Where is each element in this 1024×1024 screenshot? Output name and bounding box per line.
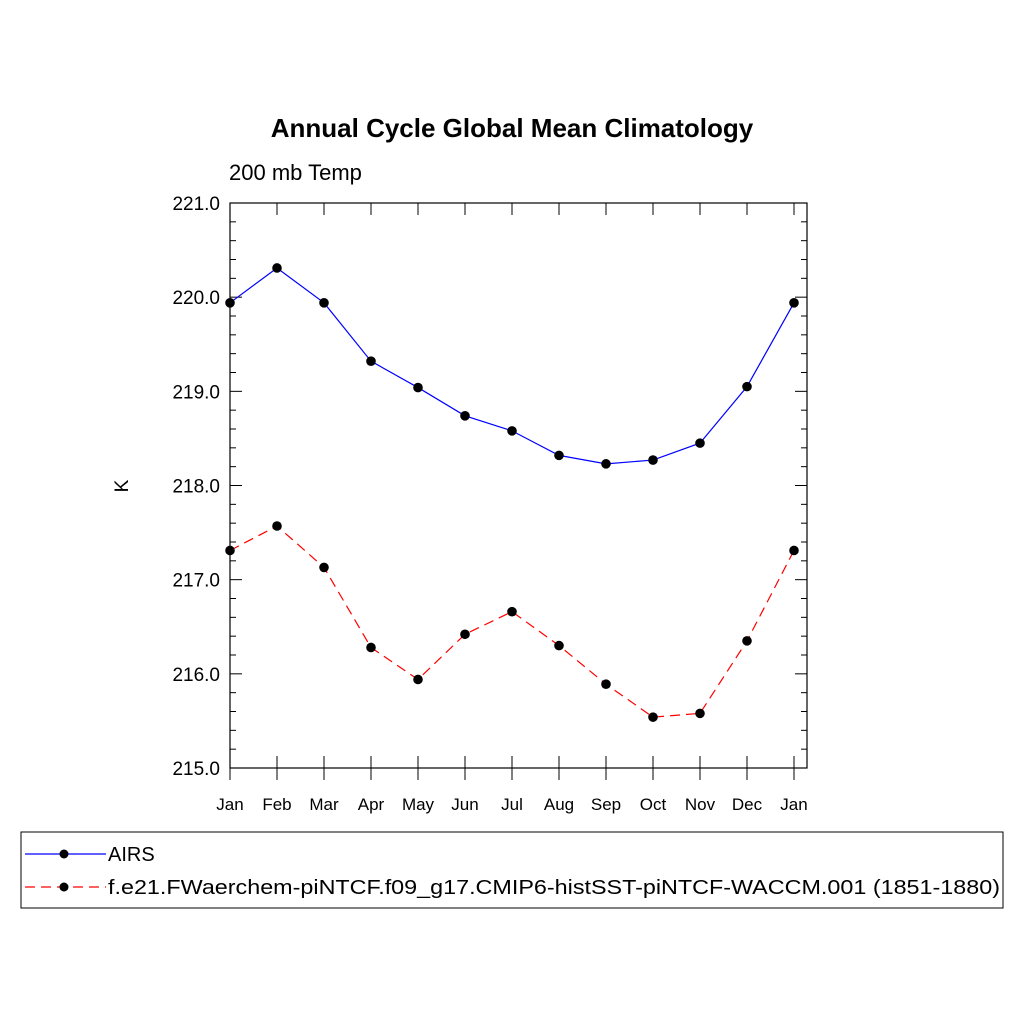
x-tick-label: Aug	[544, 795, 574, 814]
x-tick-label: Dec	[732, 795, 763, 814]
x-tick-label: Jan	[780, 795, 807, 814]
x-tick-label: Nov	[685, 795, 716, 814]
series-1-point	[742, 636, 752, 646]
series-1-point	[695, 708, 705, 719]
x-tick-label: Jan	[216, 795, 243, 814]
series-1-point	[413, 674, 423, 685]
series-1-point	[601, 679, 611, 689]
series-0-point	[272, 263, 282, 273]
x-tick-label: Feb	[262, 795, 291, 814]
plot-area: 215.0 216.0 217.0 218.0 219.0 220.0 221.0 Jan Fe…	[172, 194, 807, 814]
chart-title: Annual Cycle Global Mean Climatology	[271, 113, 754, 143]
series-1-point	[460, 629, 470, 640]
series-1-point	[272, 521, 282, 531]
series-1-point	[319, 562, 329, 573]
series-0-point	[601, 459, 611, 469]
series-0-point	[319, 298, 329, 308]
y-tick-label: 219.0	[172, 382, 220, 403]
series-0-point	[507, 426, 517, 436]
series-1-point	[554, 640, 564, 651]
series-1-point	[789, 545, 799, 556]
y-tick-label: 221.0	[172, 194, 220, 215]
x-tick-label: Jun	[451, 795, 478, 814]
x-tick-label: Jul	[501, 795, 523, 814]
y-axis-label: K	[112, 479, 133, 492]
series-1-point	[507, 606, 517, 617]
x-tick-label: May	[402, 795, 435, 814]
x-tick-label: Sep	[591, 795, 621, 814]
legend-label-airs: AIRS	[108, 844, 155, 866]
y-tick-label: 217.0	[172, 571, 220, 592]
y-tick-label: 220.0	[172, 288, 220, 309]
legend-marker-airs	[59, 849, 69, 859]
y-tick-label: 216.0	[172, 665, 220, 686]
series-0-point	[695, 438, 705, 448]
series-line-1	[229, 525, 795, 718]
legend: AIRS f.e21.FWaerchem-piNTCF.f09_g17.CMIP…	[20, 831, 1004, 909]
x-tick-label: Oct	[640, 795, 667, 814]
chart-subtitle: 200 mb Temp	[229, 160, 362, 185]
series-0-point	[648, 455, 658, 465]
series-1-point	[648, 712, 658, 722]
series-0-point	[460, 411, 470, 421]
series-0-point	[413, 382, 423, 393]
plot-frame	[229, 202, 808, 769]
legend-box	[20, 831, 1004, 909]
legend-label-model: f.e21.FWaerchem-piNTCF.f09_g17.CMIP6-his…	[108, 877, 1000, 899]
x-tick-label: Apr	[358, 795, 385, 814]
series-0-point	[366, 356, 376, 367]
series-0-point	[789, 298, 799, 308]
series-0-point	[554, 450, 564, 461]
series-1-point	[366, 642, 376, 653]
legend-marker-model	[59, 882, 69, 892]
x-tick-label: Mar	[309, 795, 339, 814]
y-tick-label: 215.0	[172, 759, 220, 780]
series-0-point	[742, 381, 752, 392]
y-tick-label: 218.0	[172, 477, 220, 498]
